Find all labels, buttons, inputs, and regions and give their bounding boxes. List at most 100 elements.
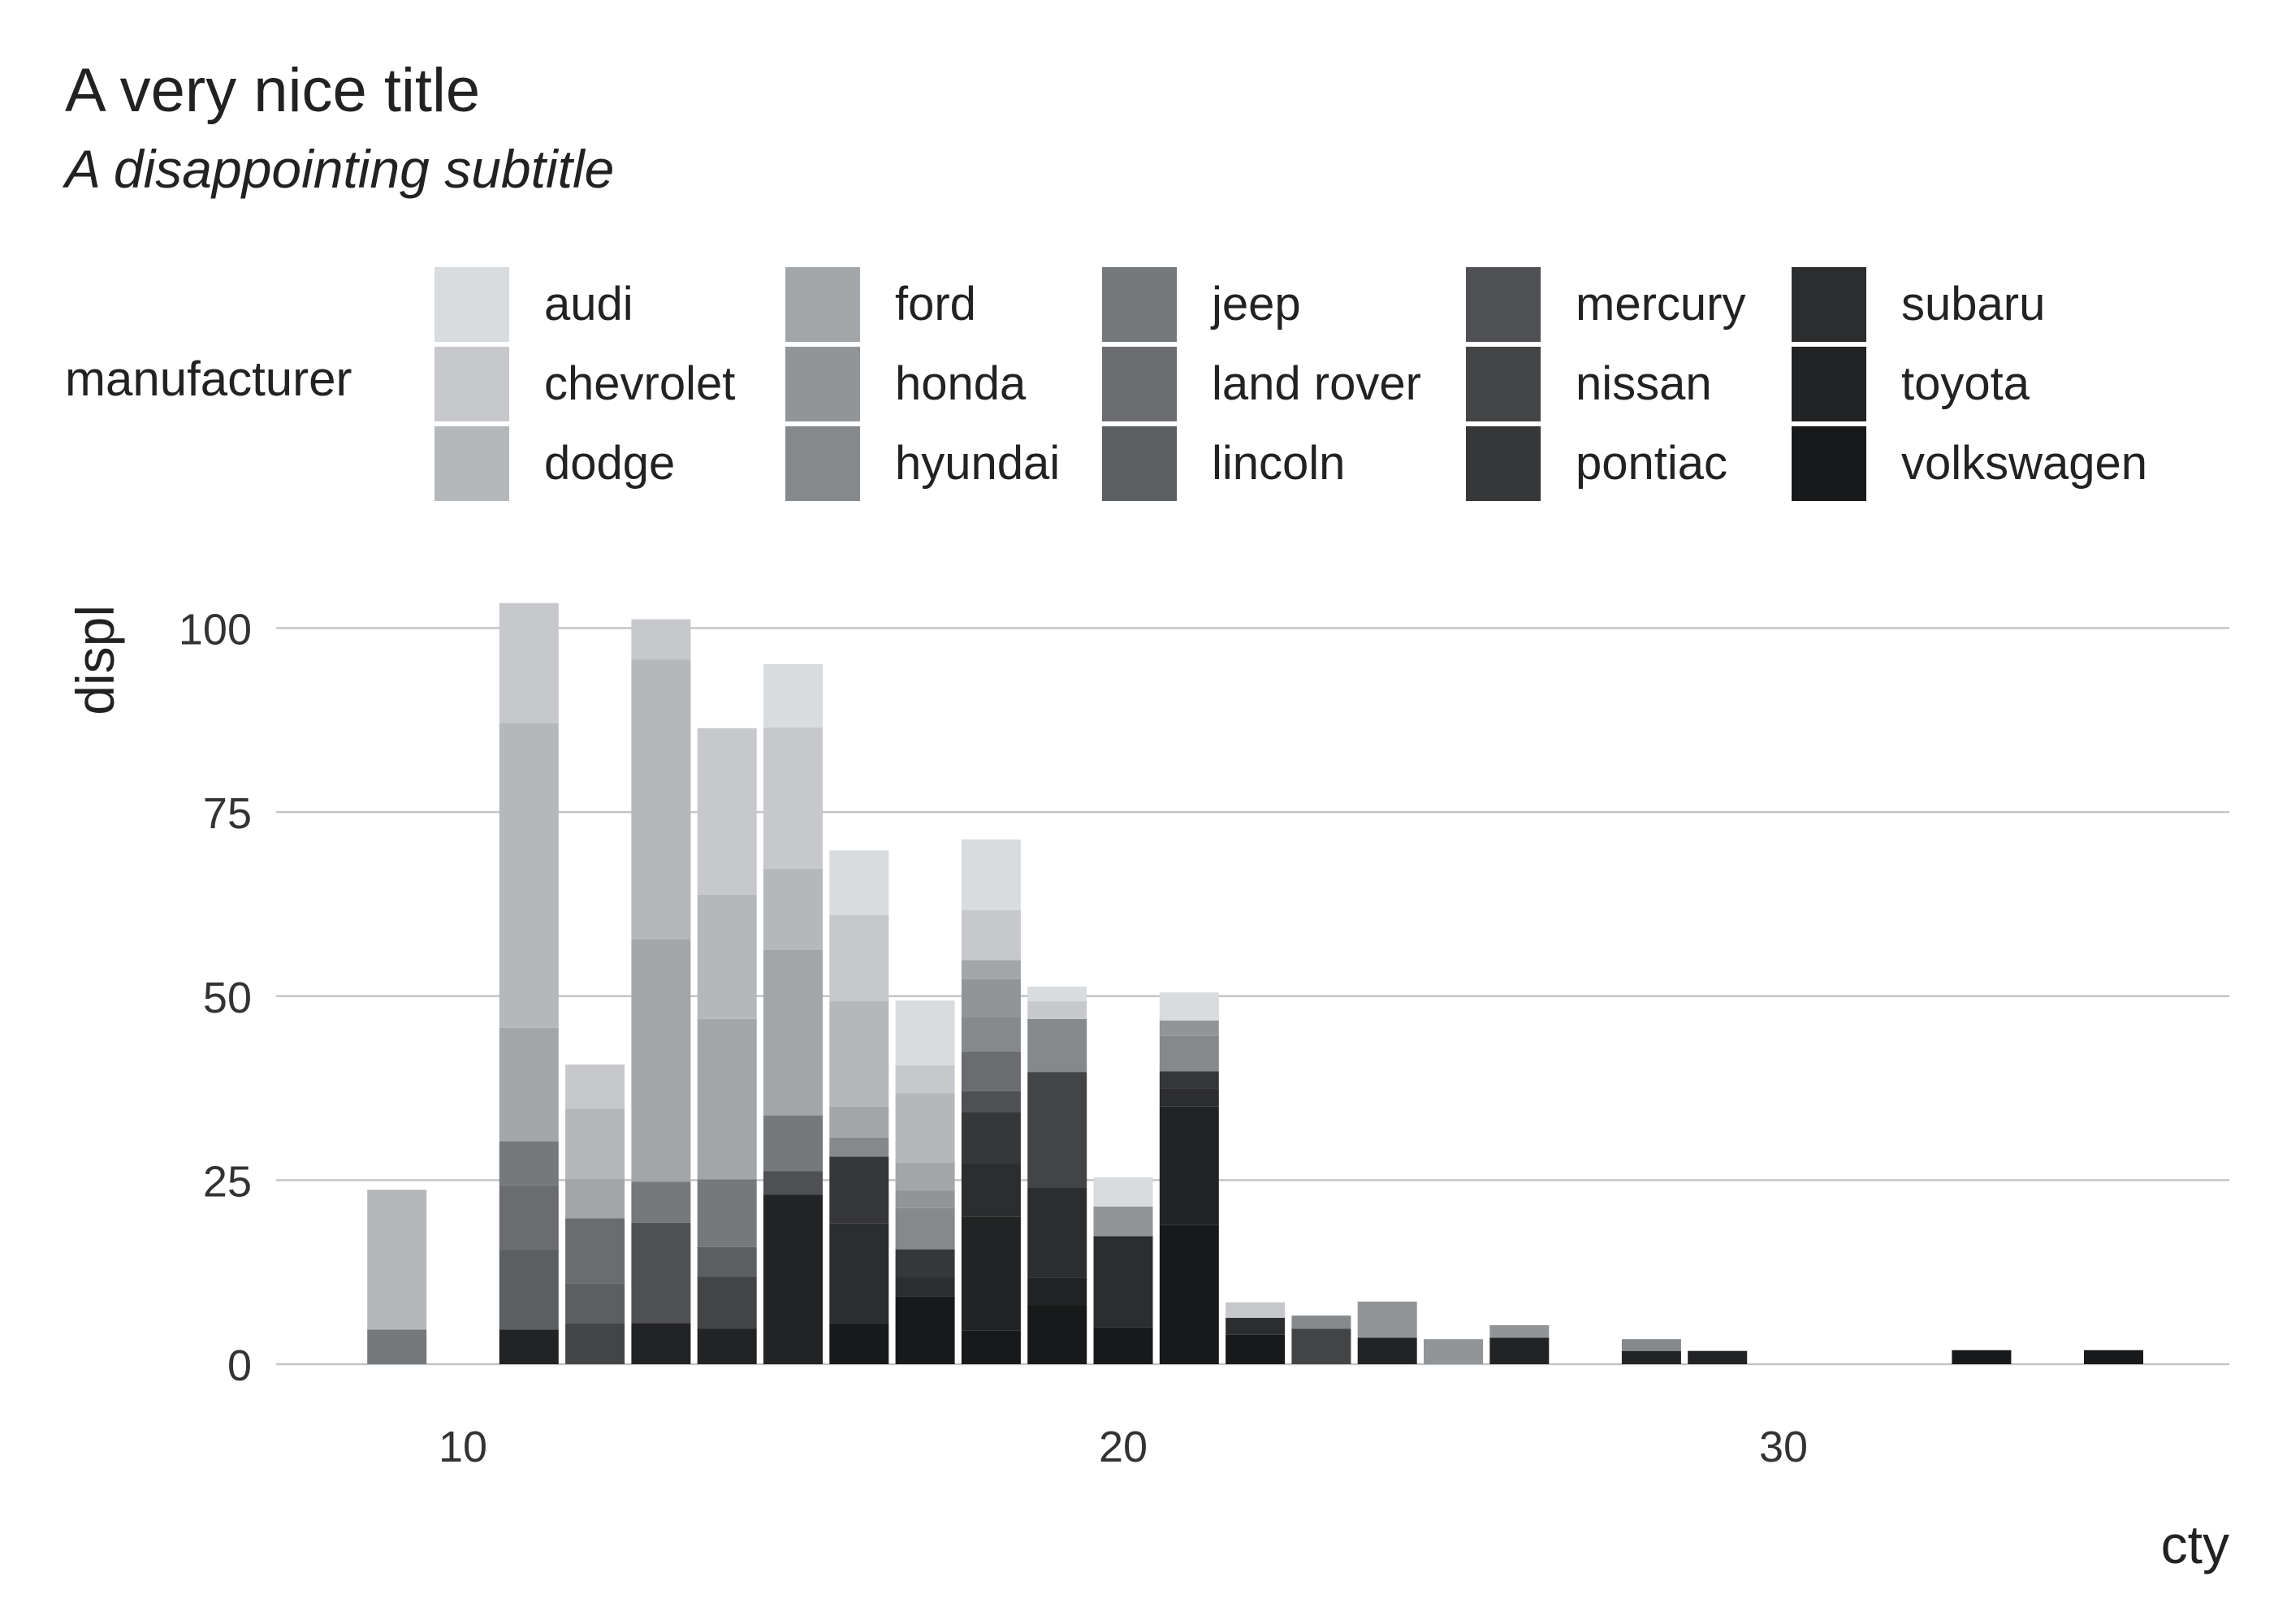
bar-segment-x16-pontiac [829, 1156, 889, 1224]
bar-segment-x13-dodge [631, 659, 691, 939]
bar-x-16 [829, 850, 889, 1364]
y-axis-title: displ [65, 605, 125, 715]
bar-segment-x19-chevrolet [1027, 1001, 1087, 1019]
legend-key-mercury [1466, 267, 1541, 342]
bar-segment-x11-land-rover [499, 1185, 559, 1250]
legend-title: manufacturer [65, 352, 352, 406]
bar-x-19 [1027, 986, 1087, 1364]
chart-subtitle: A disappointing subtitle [65, 139, 615, 199]
bar-segment-x16-dodge [829, 1001, 889, 1107]
bar-segment-x35-volkswagen [2084, 1350, 2143, 1364]
bar-segment-x20-honda [1093, 1207, 1153, 1237]
bar-segment-x21-pontiac [1159, 1071, 1219, 1089]
bar-segment-x12-nissan [565, 1323, 625, 1364]
bar-x-17 [895, 1000, 955, 1364]
bar-x-28 [1621, 1339, 1681, 1364]
bar-x-20 [1093, 1177, 1153, 1364]
bar-segment-x26-toyota [1489, 1337, 1550, 1364]
bar-segment-x21-toyota [1159, 1106, 1219, 1225]
bar-x-9 [367, 1190, 427, 1364]
bar-segment-x22-subaru [1226, 1317, 1286, 1335]
chart-title: A very nice title [65, 56, 481, 125]
bar-segment-x20-volkswagen [1093, 1327, 1153, 1364]
bar-x-35 [2084, 1350, 2143, 1364]
bar-x-13 [631, 619, 691, 1364]
legend-label-volkswagen: volkswagen [1901, 437, 2148, 490]
bar-segment-x16-hyundai [829, 1137, 889, 1157]
bar-x-21 [1159, 992, 1219, 1364]
bar-segment-x18-mercury [961, 1091, 1021, 1112]
bar-segment-x18-audi [961, 839, 1021, 910]
bar-segment-x16-subaru [829, 1223, 889, 1324]
legend-label-ford: ford [895, 278, 976, 330]
legend-label-chevrolet: chevrolet [544, 357, 736, 410]
bar-segment-x22-volkswagen [1226, 1334, 1286, 1364]
bar-segment-x11-jeep [499, 1141, 559, 1186]
legend-key-jeep [1102, 267, 1177, 342]
bar-segment-x11-ford [499, 1027, 559, 1142]
bar-segment-x19-nissan [1027, 1072, 1087, 1188]
y-tick-label-75: 75 [203, 789, 252, 838]
bar-segment-x14-chevrolet [697, 728, 757, 895]
bar-x-23 [1291, 1315, 1351, 1364]
legend-label-toyota: toyota [1901, 357, 2030, 410]
bar-segment-x17-volkswagen [895, 1296, 955, 1364]
bar-segment-x19-audi [1027, 986, 1087, 1002]
bar-segment-x17-audi [895, 1000, 955, 1065]
bar-segment-x11-toyota [499, 1329, 559, 1364]
bar-segment-x20-audi [1093, 1177, 1153, 1207]
bar-segment-x17-honda [895, 1190, 955, 1208]
x-axis-title: cty [2161, 1514, 2229, 1574]
bar-segment-x18-land-rover [961, 1051, 1021, 1091]
bar-segment-x18-hyundai [961, 1017, 1021, 1052]
bar-segment-x19-hyundai [1027, 1018, 1087, 1073]
bar-segment-x28-toyota [1621, 1350, 1681, 1364]
y-tick-label-25: 25 [203, 1157, 252, 1206]
bar-segment-x14-toyota [697, 1328, 757, 1364]
bar-segment-x13-ford [631, 939, 691, 1182]
bar-segment-x17-pontiac [895, 1249, 955, 1278]
legend-key-pontiac [1466, 426, 1541, 501]
bar-segment-x15-audi [763, 663, 823, 728]
legend-label-mercury: mercury [1576, 278, 1746, 330]
bar-segment-x20-subaru [1093, 1236, 1153, 1328]
legend-label-dodge: dodge [544, 437, 676, 490]
bar-segment-x16-chevrolet [829, 915, 889, 1002]
legend-key-chevrolet [434, 347, 509, 421]
bar-segment-x15-mercury [763, 1171, 823, 1195]
legend-key-subaru [1792, 267, 1866, 342]
axes: 0 25 50 75 100 10 20 30 cty displ [65, 605, 2229, 1574]
bar-segment-x18-pontiac [961, 1112, 1021, 1164]
bar-segment-x21-subaru [1159, 1088, 1219, 1107]
bar-x-24 [1357, 1301, 1417, 1364]
legend-label-land-rover: land rover [1212, 357, 1421, 410]
bar-segment-x18-ford [961, 960, 1021, 979]
x-tick-label-20: 20 [1099, 1423, 1148, 1471]
bar-segment-x15-jeep [763, 1115, 823, 1172]
legend-label-jeep: jeep [1212, 278, 1301, 330]
bar-segment-x12-land-rover [565, 1218, 625, 1284]
bar-segment-x18-honda [961, 978, 1021, 1017]
bar-segment-x11-lincoln [499, 1250, 559, 1330]
bar-segment-x17-ford [895, 1162, 955, 1191]
legend-label-pontiac: pontiac [1576, 437, 1728, 490]
bar-segment-x13-chevrolet [631, 619, 691, 660]
legend-label-honda: honda [895, 357, 1027, 410]
bar-segment-x19-subaru [1027, 1187, 1087, 1278]
bar-x-15 [763, 663, 823, 1364]
bar-segment-x29-toyota [1688, 1350, 1748, 1364]
legend-label-lincoln: lincoln [1212, 437, 1346, 490]
legend-label-hyundai: hyundai [895, 437, 1061, 490]
bar-segment-x14-jeep [697, 1179, 757, 1247]
bar-x-22 [1226, 1302, 1286, 1364]
bar-segment-x24-honda [1357, 1301, 1417, 1338]
bar-segment-x14-dodge [697, 894, 757, 1019]
bar-segment-x33-volkswagen [1952, 1350, 2012, 1364]
bar-segment-x15-chevrolet [763, 727, 823, 869]
bar-segment-x14-ford [697, 1018, 757, 1180]
bar-segment-x24-toyota [1357, 1337, 1417, 1364]
bar-segment-x18-toyota [961, 1216, 1021, 1331]
bar-x-11 [499, 603, 559, 1364]
bar-segment-x11-chevrolet [499, 603, 559, 723]
bar-segment-x18-volkswagen [961, 1330, 1021, 1364]
